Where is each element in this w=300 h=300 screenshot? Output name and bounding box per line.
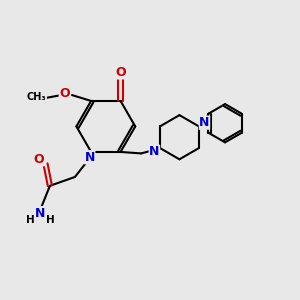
Text: N: N xyxy=(199,116,210,129)
Text: H: H xyxy=(46,215,54,225)
Text: O: O xyxy=(34,153,44,166)
Text: CH₃: CH₃ xyxy=(27,92,46,101)
Text: H: H xyxy=(26,215,35,225)
Text: N: N xyxy=(35,207,46,220)
Text: O: O xyxy=(59,87,70,100)
Text: O: O xyxy=(115,66,126,79)
Text: N: N xyxy=(149,145,160,158)
Text: N: N xyxy=(85,151,95,164)
